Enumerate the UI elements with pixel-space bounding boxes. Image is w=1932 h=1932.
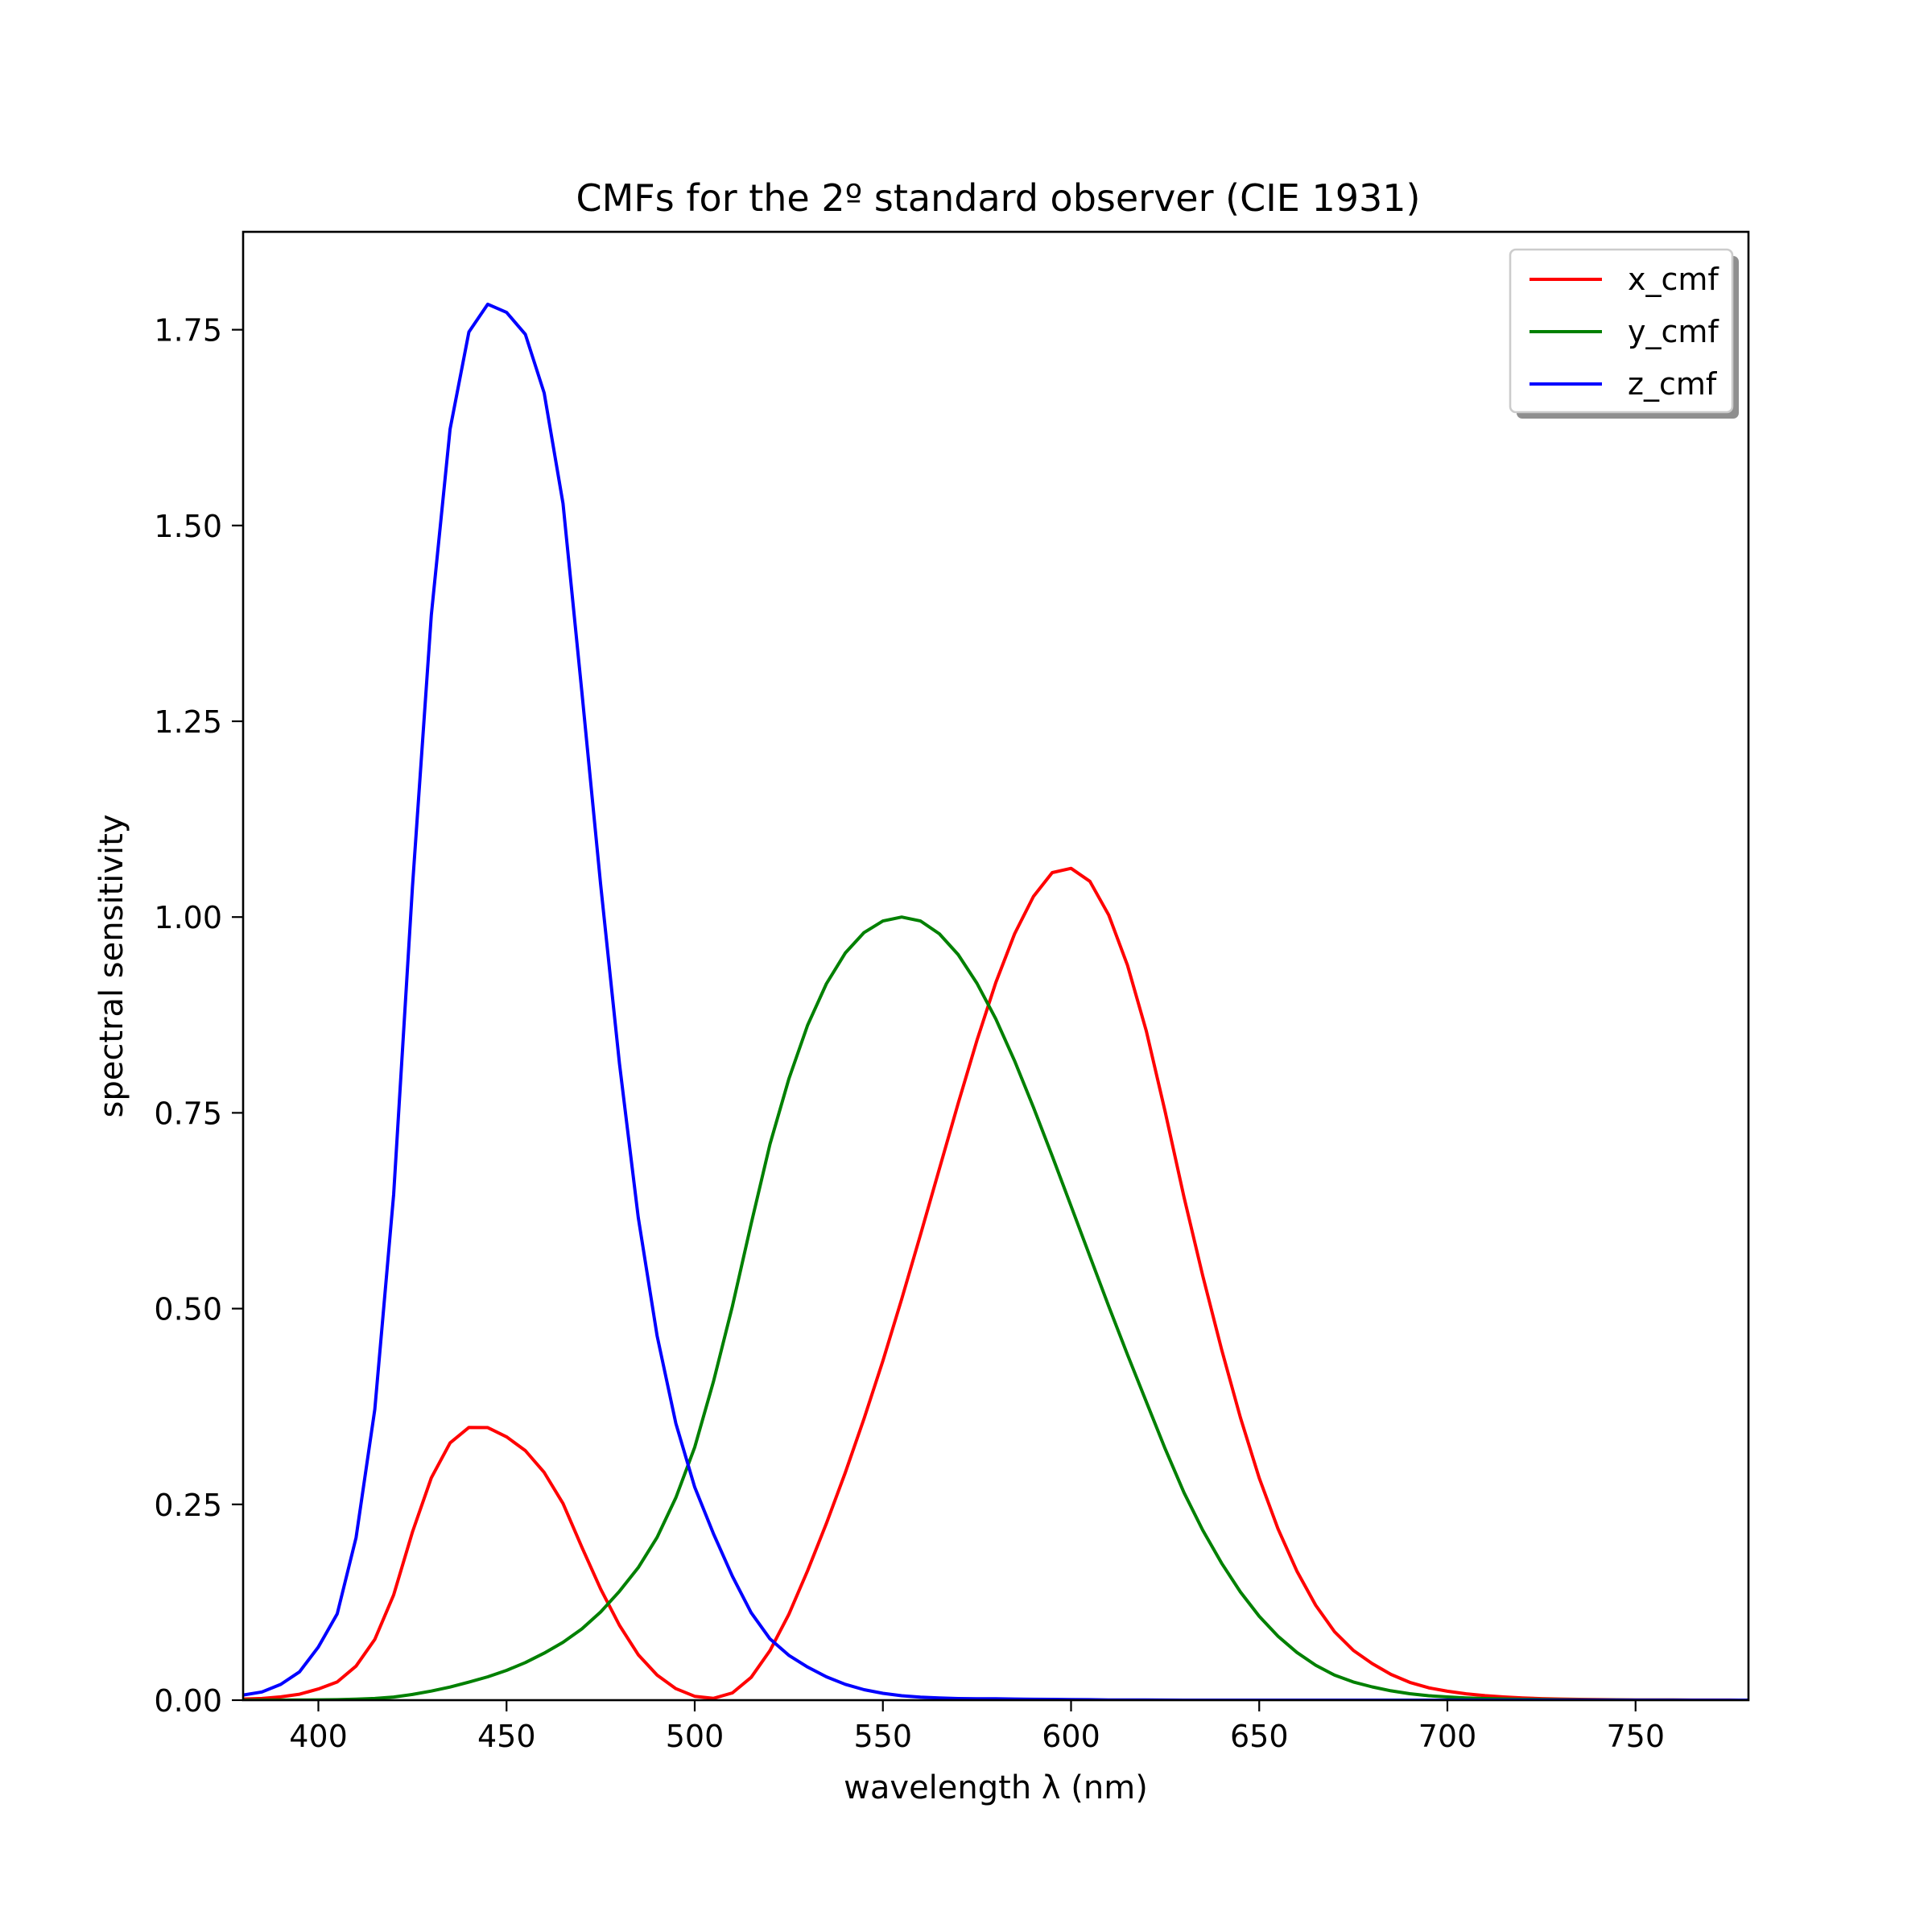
legend-label: z_cmf — [1628, 366, 1718, 402]
plot-frame — [242, 230, 1750, 1702]
legend-entries: x_cmf y_cmf z_cmf — [1530, 262, 1719, 402]
y-tick-label: 0.25 — [154, 1488, 222, 1523]
ticks-layer: 400 450 500 550 600 650 700 750 0.00 0.25 0.50 0.75… — [154, 313, 1665, 1754]
legend-box — [1509, 248, 1734, 414]
y-axis-label: spectral sensitivity — [93, 815, 130, 1118]
x-tick-label: 500 — [666, 1719, 724, 1754]
x-tick-label: 400 — [289, 1719, 348, 1754]
legend: x_cmf y_cmf z_cmf — [1509, 248, 1739, 419]
y-tick-label: 0.75 — [154, 1096, 222, 1131]
legend-label: y_cmf — [1628, 314, 1719, 349]
x-tick-label: 700 — [1418, 1719, 1477, 1754]
chart-title: CMFs for the 2º standard observer (CIE 1… — [576, 176, 1421, 220]
series-line-z-cmf — [243, 302, 1748, 1700]
y-tick-label: 1.00 — [154, 900, 222, 935]
y-tick-label: 1.75 — [154, 313, 222, 349]
x-tick-label: 600 — [1042, 1719, 1100, 1754]
y-tick-label: 0.50 — [154, 1292, 222, 1327]
series-layer — [243, 302, 1748, 1700]
x-tick-label: 650 — [1230, 1719, 1289, 1754]
legend-label: x_cmf — [1628, 262, 1719, 297]
x-axis-label: wavelength λ (nm) — [844, 1769, 1148, 1806]
x-tick-label: 550 — [853, 1719, 912, 1754]
y-tick-label: 1.25 — [154, 704, 222, 740]
y-tick-label: 0.00 — [154, 1683, 222, 1719]
x-tick-label: 450 — [477, 1719, 536, 1754]
x-tick-label: 750 — [1606, 1719, 1665, 1754]
y-tick-label: 1.50 — [154, 509, 222, 544]
series-line-x-cmf — [243, 866, 1748, 1700]
